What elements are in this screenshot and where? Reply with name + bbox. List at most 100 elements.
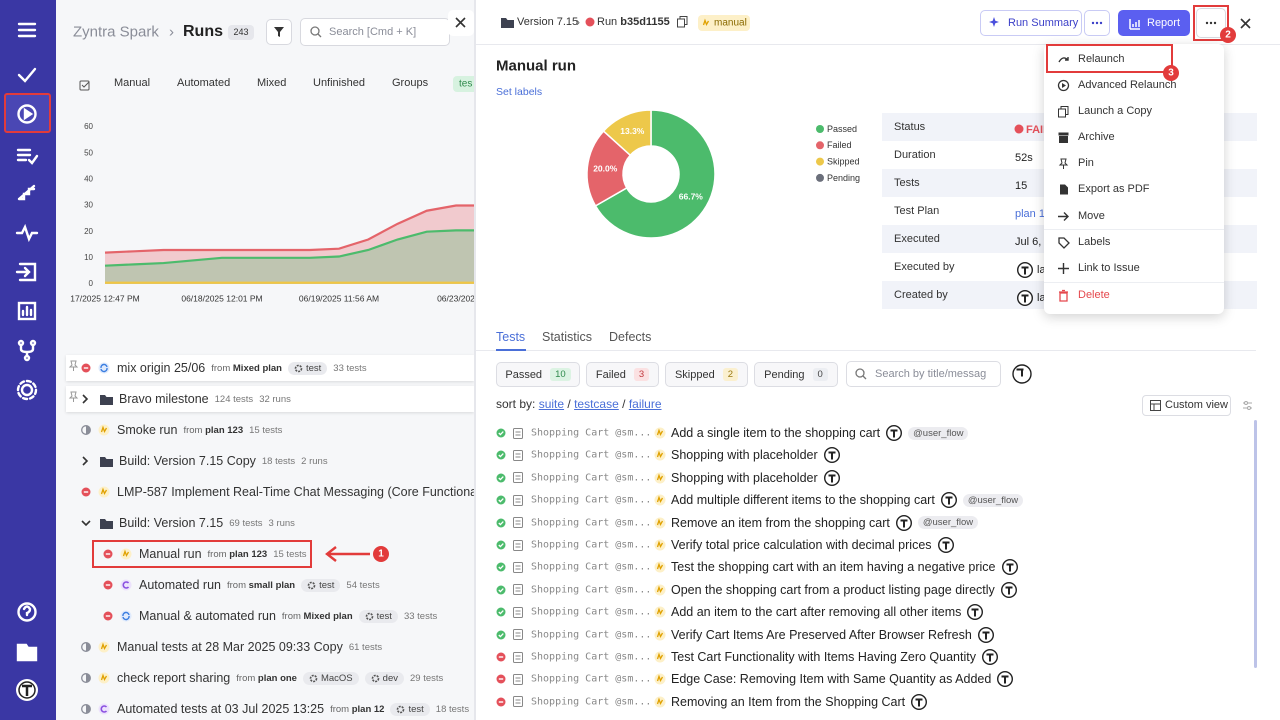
menu-item[interactable]: Link to Issue (1078, 262, 1140, 274)
menu-item[interactable]: Export as PDF (1078, 183, 1150, 195)
menu-item[interactable]: Delete (1078, 289, 1110, 301)
filter-tab[interactable]: Automated (177, 77, 231, 89)
status-dot (496, 607, 506, 617)
user-avatar (1016, 261, 1034, 279)
menu-item[interactable]: Pin (1078, 157, 1094, 169)
menu-item[interactable]: Labels (1078, 236, 1111, 248)
test-type-icon (654, 651, 666, 663)
status-filter[interactable]: Skipped 2 (665, 362, 748, 387)
test-row[interactable]: Shopping with placeholder (671, 447, 840, 464)
run-summary-label[interactable]: Run Summary (1008, 17, 1079, 29)
custom-view-button[interactable] (1142, 395, 1231, 416)
menu-item[interactable]: Launch a Copy (1078, 105, 1152, 117)
run-row[interactable]: Automated tests at 03 Jul 2025 13:25 from… (117, 702, 469, 716)
run-summary-button[interactable] (980, 10, 1082, 36)
detail-value: 52s (1015, 152, 1033, 164)
filter-count: 2 (722, 368, 739, 381)
plan-name: plan 123 (205, 424, 244, 436)
suite-name: Shopping Cart @sm... (531, 494, 652, 506)
run-row[interactable]: check report sharing from plan one MacOS de… (117, 671, 443, 685)
tabs-border (476, 350, 1256, 351)
suite-icon (513, 629, 523, 641)
status-filter[interactable]: Pending 0 (754, 362, 838, 387)
sort-option[interactable]: testcase (574, 397, 619, 411)
test-row[interactable]: Test the shopping cart with an item havi… (671, 559, 1018, 576)
test-row[interactable]: Edge Case: Removing Item with Same Quant… (671, 671, 1014, 688)
run-row[interactable]: Bravo milestone 124 tests 32 runs (119, 392, 291, 406)
sort-option[interactable]: failure (628, 397, 662, 411)
sort-option[interactable]: suite (538, 397, 565, 411)
sort-separator: / (622, 397, 626, 411)
donut-slice (586, 130, 632, 207)
suite-icon (513, 472, 523, 484)
test-search-box[interactable] (846, 361, 1001, 387)
run-row[interactable]: Smoke run from plan 123 15 tests (117, 423, 282, 437)
test-row[interactable]: Add a single item to the shopping cart @u… (671, 424, 969, 442)
run-row[interactable]: Build: Version 7.15 69 tests 3 runs (119, 516, 295, 530)
menu-item[interactable]: Relaunch (1078, 53, 1125, 65)
tab[interactable]: Tests (496, 330, 526, 344)
filter-tab[interactable]: Manual (114, 77, 151, 89)
status-dot (496, 428, 506, 438)
suite-icon (513, 606, 523, 618)
test-count: 124 tests (214, 393, 254, 405)
status-filter[interactable]: Failed 3 (586, 362, 659, 387)
y-tick-label: 30 (84, 201, 93, 210)
suite-icon (513, 673, 523, 685)
test-row[interactable]: Add multiple different items to the shop… (671, 492, 1024, 509)
test-row[interactable]: Verify Cart Items Are Preserved After Br… (671, 626, 994, 643)
test-row[interactable]: Add an item to the cart after removing a… (671, 604, 984, 621)
detail-value: Jul 6, (1015, 236, 1042, 248)
assignee-filter (1012, 364, 1032, 384)
run-row[interactable]: Manual tests at 28 Mar 2025 09:33 Copy 61… (117, 640, 382, 654)
status-dot (81, 704, 91, 714)
run-title: Bravo milestone (119, 392, 209, 406)
page-title: Runs (183, 23, 223, 40)
filter-tab[interactable]: Unfinished (313, 77, 365, 89)
run-row[interactable]: Build: Version 7.15 Copy 18 tests 2 runs (119, 454, 328, 468)
status-filter[interactable]: Passed 10 (496, 362, 580, 387)
run-row[interactable]: Manual run from plan 123 15 tests (139, 547, 307, 561)
run-type-icon (700, 17, 712, 29)
folder-icon (500, 17, 514, 28)
test-row[interactable]: Verify total price calculation with deci… (671, 536, 954, 554)
menu-item[interactable]: Archive (1078, 131, 1115, 143)
filter-tab[interactable]: Groups (392, 77, 429, 89)
test-row[interactable]: Test Cart Functionality with Items Havin… (671, 648, 998, 666)
run-row[interactable]: mix origin 25/06 from Mixed plan test 33 te… (117, 361, 367, 375)
run-row[interactable]: LMP-587 Implement Real-Time Chat Messagi… (117, 485, 497, 499)
custom-view-label[interactable]: Custom view (1165, 399, 1228, 411)
test-count: 18 tests (435, 703, 470, 715)
test-type-icon (654, 561, 666, 573)
status-dot (496, 562, 506, 572)
test-row[interactable]: Remove an item from the shopping cart @us… (671, 514, 979, 531)
run-row[interactable]: Automated run from small plan test 54 tests (139, 578, 380, 592)
test-title: Test the shopping cart with an item havi… (671, 560, 996, 575)
menu-item[interactable]: Advanced Relaunch (1078, 79, 1177, 91)
test-row[interactable]: Open the shopping cart from a product li… (671, 581, 1017, 598)
report-label[interactable]: Report (1147, 17, 1181, 29)
tag-icon (397, 705, 405, 713)
runs-count: 3 runs (268, 517, 295, 529)
run-plan: from plan one (236, 673, 297, 684)
filter-button[interactable] (266, 19, 292, 45)
set-labels[interactable]: Set labels (496, 86, 543, 98)
suite-name: Shopping Cart @sm... (531, 651, 652, 663)
search-box[interactable] (300, 18, 450, 46)
y-tick-label: 10 (84, 253, 93, 262)
more-summary[interactable] (1084, 10, 1110, 36)
test-row[interactable]: Removing an Item from the Shopping Cart (671, 693, 928, 710)
filter-tab[interactable]: Mixed (257, 77, 287, 89)
run-row[interactable]: Manual & automated run from Mixed plan tes… (139, 609, 437, 623)
detail-value: 15 (1015, 180, 1028, 192)
tab[interactable]: Statistics (542, 330, 593, 344)
sidebar (0, 0, 56, 720)
plan-name: plan 12 (351, 703, 385, 715)
donut-slice (594, 109, 716, 239)
tab[interactable]: Defects (609, 330, 652, 344)
tag-chip: MacOS (302, 671, 359, 685)
run-title: LMP-587 Implement Real-Time Chat Messagi… (117, 485, 497, 499)
test-row[interactable]: Shopping with placeholder (671, 469, 840, 486)
menu-item[interactable]: Move (1078, 210, 1105, 222)
test-title: Test Cart Functionality with Items Havin… (671, 650, 976, 664)
